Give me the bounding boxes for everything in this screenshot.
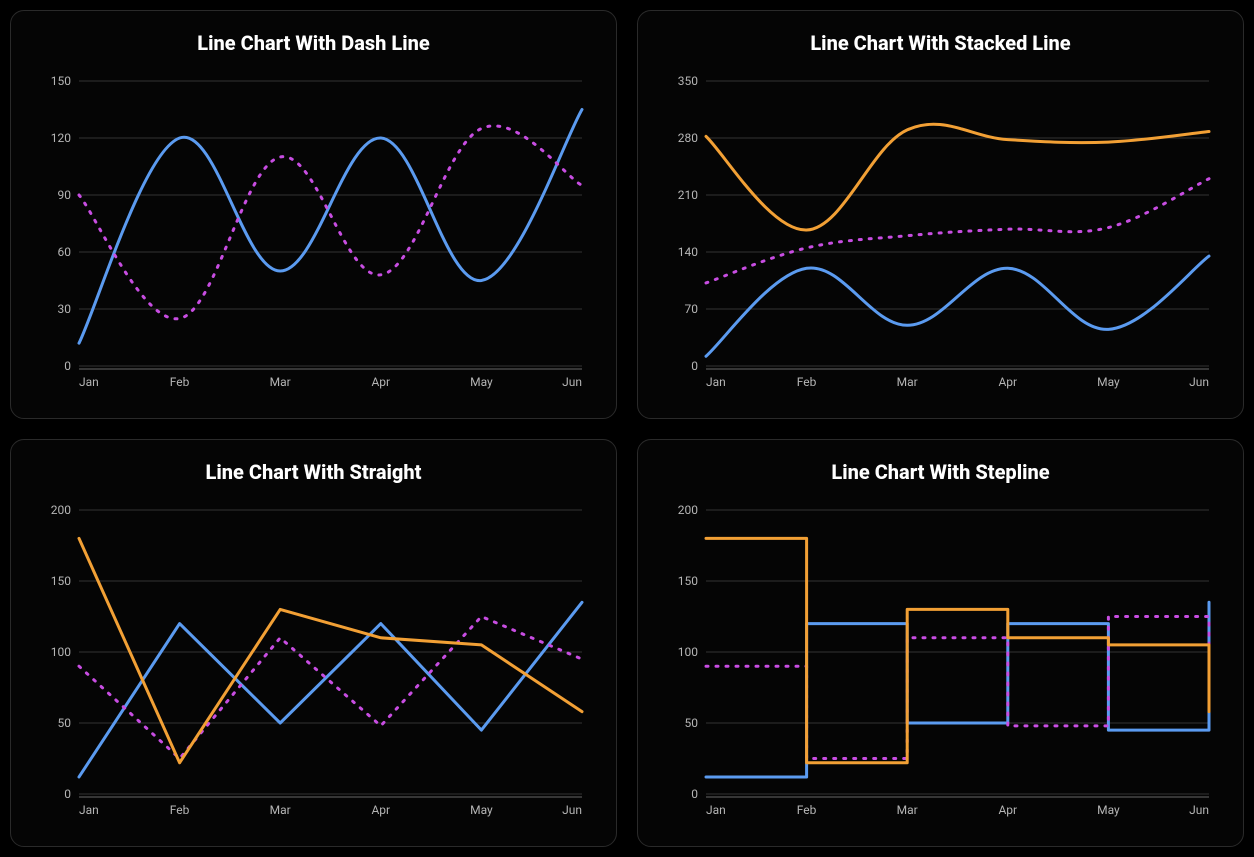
chart-stacked: 0 70 140 210 280 350 Jan Feb Mar Apr May Jun xyxy=(662,73,1219,394)
panel-dash-line: Line Chart With Dash Line 0 30 60 90 120 150 J… xyxy=(10,10,617,419)
svg-text:May: May xyxy=(470,375,493,389)
svg-text:Apr: Apr xyxy=(371,803,390,817)
svg-text:Mar: Mar xyxy=(270,803,291,817)
svg-text:0: 0 xyxy=(64,787,71,801)
svg-text:280: 280 xyxy=(678,131,698,145)
svg-text:May: May xyxy=(470,803,493,817)
svg-text:60: 60 xyxy=(58,245,72,259)
svg-text:Jun: Jun xyxy=(562,803,582,817)
svg-text:Jun: Jun xyxy=(562,375,582,389)
panel-straight-line: Line Chart With Straight 0 50 100 150 200 Jan… xyxy=(10,439,617,847)
svg-text:Apr: Apr xyxy=(371,375,390,389)
svg-text:30: 30 xyxy=(58,302,72,316)
svg-text:Jan: Jan xyxy=(706,375,726,389)
svg-text:140: 140 xyxy=(678,245,698,259)
panel-title: Line Chart With Straight xyxy=(35,460,592,484)
svg-text:0: 0 xyxy=(691,359,698,373)
svg-text:Jan: Jan xyxy=(706,803,726,817)
svg-text:0: 0 xyxy=(64,359,71,373)
svg-text:Mar: Mar xyxy=(897,375,918,389)
svg-text:120: 120 xyxy=(51,131,71,145)
svg-text:70: 70 xyxy=(685,302,699,316)
chart-straight: 0 50 100 150 200 Jan Feb Mar Apr May Jun xyxy=(35,502,592,822)
svg-text:200: 200 xyxy=(678,503,698,517)
svg-text:Apr: Apr xyxy=(998,803,1017,817)
panel-title: Line Chart With Stepline xyxy=(662,460,1219,484)
svg-text:210: 210 xyxy=(678,188,698,202)
chart-dash: 0 30 60 90 120 150 Jan Feb Mar Apr May Jun xyxy=(35,73,592,394)
svg-text:Jun: Jun xyxy=(1189,375,1209,389)
svg-text:Feb: Feb xyxy=(797,375,817,389)
svg-text:Jun: Jun xyxy=(1189,803,1209,817)
svg-text:Jan: Jan xyxy=(79,375,99,389)
svg-text:100: 100 xyxy=(51,645,71,659)
svg-text:100: 100 xyxy=(678,645,698,659)
panel-title: Line Chart With Stacked Line xyxy=(662,31,1219,55)
svg-text:May: May xyxy=(1097,803,1120,817)
panel-stacked-line: Line Chart With Stacked Line 0 70 140 210 28… xyxy=(637,10,1244,419)
svg-text:90: 90 xyxy=(58,188,72,202)
svg-text:150: 150 xyxy=(51,574,71,588)
svg-text:Feb: Feb xyxy=(797,803,817,817)
panel-title: Line Chart With Dash Line xyxy=(35,31,592,55)
svg-text:200: 200 xyxy=(51,503,71,517)
panel-stepline: Line Chart With Stepline 0 50 100 150 200 Jan… xyxy=(637,439,1244,847)
svg-text:50: 50 xyxy=(685,716,699,730)
svg-text:350: 350 xyxy=(678,74,698,88)
svg-text:Mar: Mar xyxy=(270,375,291,389)
svg-text:Mar: Mar xyxy=(897,803,918,817)
chart-stepline: 0 50 100 150 200 Jan Feb Mar Apr May Jun xyxy=(662,502,1219,822)
svg-text:50: 50 xyxy=(58,716,72,730)
svg-text:Apr: Apr xyxy=(998,375,1017,389)
svg-text:150: 150 xyxy=(51,74,71,88)
chart-grid: Line Chart With Dash Line 0 30 60 90 120 150 J… xyxy=(10,10,1244,847)
svg-text:Jan: Jan xyxy=(79,803,99,817)
svg-text:Feb: Feb xyxy=(170,375,190,389)
svg-text:0: 0 xyxy=(691,787,698,801)
svg-text:May: May xyxy=(1097,375,1120,389)
svg-text:Feb: Feb xyxy=(170,803,190,817)
svg-text:150: 150 xyxy=(678,574,698,588)
